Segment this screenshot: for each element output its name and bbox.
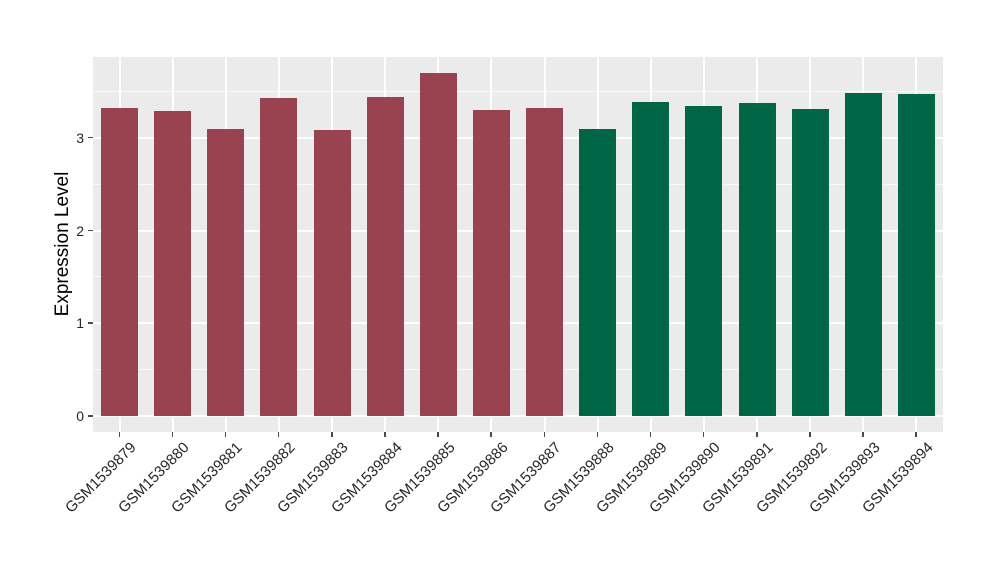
x-tick-mark bbox=[543, 432, 546, 437]
gridline-major-h bbox=[93, 229, 943, 232]
x-tick-mark bbox=[118, 432, 121, 437]
gridline-minor-h bbox=[93, 183, 943, 185]
bar-GSM1539894 bbox=[897, 94, 935, 416]
bar-GSM1539883 bbox=[313, 129, 351, 416]
gridline-minor-h bbox=[93, 369, 943, 371]
bar-GSM1539881 bbox=[207, 128, 245, 416]
bar-GSM1539888 bbox=[579, 128, 617, 416]
gridline-major-h bbox=[93, 415, 943, 417]
x-tick-mark bbox=[809, 432, 811, 437]
y-tick-mark bbox=[88, 322, 93, 324]
y-tick-label: 1 bbox=[76, 315, 84, 332]
y-tick-mark bbox=[88, 136, 93, 139]
x-tick-mark bbox=[277, 432, 280, 437]
bar-GSM1539893 bbox=[844, 92, 882, 416]
y-axis-title-label: Expression Level bbox=[52, 171, 73, 317]
bar-GSM1539884 bbox=[366, 97, 404, 416]
bar-GSM1539889 bbox=[632, 101, 670, 416]
x-tick-mark bbox=[702, 432, 705, 437]
gridline-minor-h bbox=[93, 91, 943, 93]
y-tick-label: 2 bbox=[76, 222, 84, 239]
x-tick-mark bbox=[171, 432, 174, 437]
bar-GSM1539885 bbox=[419, 73, 457, 416]
x-tick-mark bbox=[331, 432, 333, 437]
bar-GSM1539887 bbox=[526, 108, 564, 416]
y-tick-mark bbox=[88, 415, 93, 417]
bar-GSM1539886 bbox=[472, 110, 510, 416]
x-tick-mark bbox=[596, 432, 599, 437]
x-tick-mark bbox=[437, 432, 439, 437]
bar-GSM1539892 bbox=[791, 109, 829, 416]
x-tick-mark bbox=[384, 432, 386, 437]
plot-panel bbox=[93, 57, 943, 432]
bar-GSM1539880 bbox=[154, 111, 192, 416]
bar-GSM1539891 bbox=[738, 102, 776, 416]
x-tick-mark bbox=[649, 432, 652, 437]
y-tick-mark bbox=[88, 229, 93, 232]
gridline-major-h bbox=[93, 322, 943, 325]
x-tick-mark bbox=[915, 432, 917, 437]
x-tick-mark bbox=[862, 432, 864, 437]
x-tick-mark bbox=[756, 432, 758, 437]
gridline-major-h bbox=[93, 136, 943, 139]
x-tick-mark bbox=[224, 432, 227, 437]
bar-GSM1539882 bbox=[260, 98, 298, 416]
y-tick-label: 0 bbox=[76, 408, 84, 424]
gridline-minor-h bbox=[93, 276, 943, 278]
bar-GSM1539879 bbox=[101, 108, 139, 416]
x-tick-mark bbox=[490, 432, 492, 437]
bar-GSM1539890 bbox=[685, 106, 723, 416]
y-tick-label: 3 bbox=[76, 129, 84, 146]
